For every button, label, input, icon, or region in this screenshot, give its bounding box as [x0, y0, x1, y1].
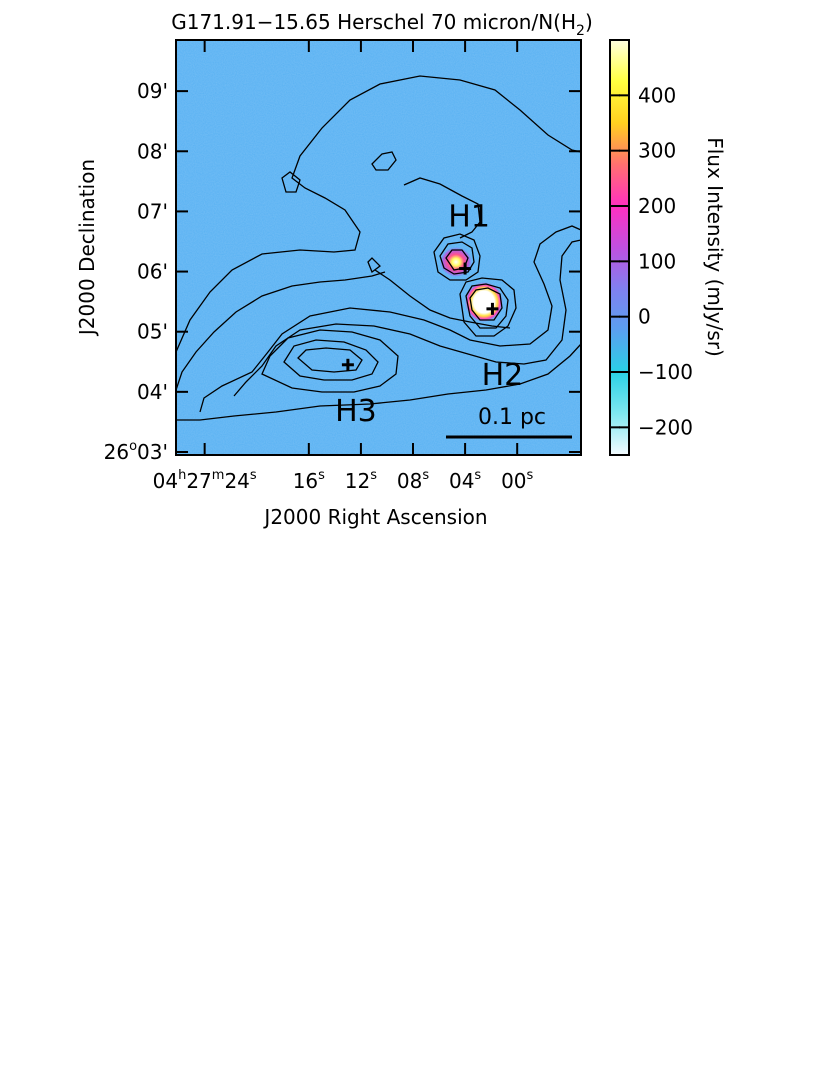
contour-small — [371, 151, 397, 171]
contour-inner-left — [176, 271, 386, 391]
plot-frame — [175, 39, 582, 456]
colorbar-tick-label-0: 400 — [638, 83, 676, 107]
x-tick-label-0: 04h27m24s — [153, 468, 257, 493]
contour-h3-core — [297, 347, 363, 373]
contour-h3-outer — [261, 329, 399, 393]
contour-mid-3 — [367, 257, 381, 274]
source-h1: H1 — [448, 200, 490, 275]
colorbar-tick-label-3: 100 — [638, 249, 676, 273]
x-axis-label: J2000 Right Ascension — [262, 505, 487, 529]
x-tick-label-5: 00s — [501, 468, 533, 493]
source-label-h1: H1 — [448, 200, 490, 235]
colorbar-tick-label-4: 0 — [638, 305, 651, 329]
colorbar-tick-label-2: 200 — [638, 194, 676, 218]
x-tick-label-sup: s — [474, 468, 481, 483]
x-tick-label-sup: s — [527, 468, 534, 483]
scale-bar-label: 0.1 pc — [478, 405, 546, 430]
x-tick-label-1: 16s — [293, 468, 325, 493]
x-tick-label-end: 24 — [224, 469, 249, 493]
x-tick-label-main: 08 — [397, 469, 422, 493]
y-tick-label-5: 04' — [137, 380, 168, 404]
chart-title-main: G171.91−15.65 Herschel 70 micron/N(H — [171, 10, 576, 34]
source-h2: H2 — [482, 302, 524, 393]
x-tick-label-2: 12s — [345, 468, 377, 493]
colorbar-tick-label-5: −100 — [638, 360, 693, 384]
x-tick-label-3: 08s — [397, 468, 429, 493]
y-tick-label-1: 08' — [137, 139, 168, 163]
y-tick-label-4: 05' — [137, 320, 168, 344]
y-tick-labels: 09' 08' 07' 06' 05' 04' 26o03' — [104, 79, 168, 464]
colorbar-tick-label-1: 300 — [638, 139, 676, 163]
y-tick-label-end: 03' — [137, 440, 168, 464]
contour-h1-inner — [445, 249, 469, 271]
contour-south-2 — [233, 239, 581, 397]
contour-south-3 — [176, 343, 581, 421]
contour-h1-outer — [433, 233, 481, 281]
contour-h3-inner — [283, 339, 379, 381]
contour-mid-1 — [403, 177, 481, 239]
chart-title-end: ) — [585, 10, 593, 34]
x-tick-label-sup: s — [318, 468, 325, 483]
source-markers: H1 H2 H3 — [335, 200, 523, 429]
y-tick-label-2: 07' — [137, 199, 168, 223]
x-tick-label-main: 12 — [345, 469, 370, 493]
contour-top-blob — [281, 171, 301, 193]
colorbar — [609, 39, 630, 456]
source-label-h3: H3 — [335, 394, 377, 429]
x-tick-label-mid: 27 — [186, 469, 211, 493]
colorbar-ticks: 400 300 200 100 0 −100 −200 — [610, 83, 693, 439]
x-tick-label-main: 04 — [153, 469, 178, 493]
contour-h1-mid — [439, 241, 475, 275]
x-tick-label-sup2: m — [212, 468, 225, 483]
contour-h2-mid — [465, 283, 509, 329]
colorbar-tick-label-6: −200 — [638, 415, 693, 439]
contour-h2-outer — [459, 277, 517, 337]
x-tick-label-sup: s — [370, 468, 377, 483]
y-tick-label-main: 26 — [104, 440, 129, 464]
y-tick-label-sup: o — [129, 439, 137, 454]
source-h3: H3 — [335, 358, 377, 429]
x-tick-label-4: 04s — [449, 468, 481, 493]
x-tick-label-main: 16 — [293, 469, 318, 493]
y-tick-label-3: 06' — [137, 260, 168, 284]
contour-south-1 — [199, 225, 581, 413]
contour-mid-2 — [374, 269, 511, 329]
y-axis-label: J2000 Declination — [75, 159, 99, 337]
axis-ticks — [176, 40, 581, 455]
contours — [176, 75, 581, 421]
x-tick-labels: 04h27m24s 16s 12s 08s 04s 00s — [153, 468, 534, 493]
chart-title: G171.91−15.65 Herschel 70 micron/N(H2) — [171, 10, 593, 39]
colorbar-label: Flux Intensity (mJy/sr) — [703, 137, 727, 357]
y-tick-label-6: 26o03' — [104, 439, 168, 464]
x-tick-label-sup: h — [178, 468, 186, 483]
x-tick-label-sup: s — [422, 468, 429, 483]
contour-h2-inner — [469, 287, 503, 321]
source-label-h2: H2 — [482, 358, 524, 393]
x-tick-label-sup3: s — [250, 468, 257, 483]
chart-title-subscript: 2 — [576, 23, 585, 39]
x-tick-label-main: 04 — [449, 469, 474, 493]
x-tick-label-main: 00 — [501, 469, 526, 493]
y-tick-label-0: 09' — [137, 79, 168, 103]
